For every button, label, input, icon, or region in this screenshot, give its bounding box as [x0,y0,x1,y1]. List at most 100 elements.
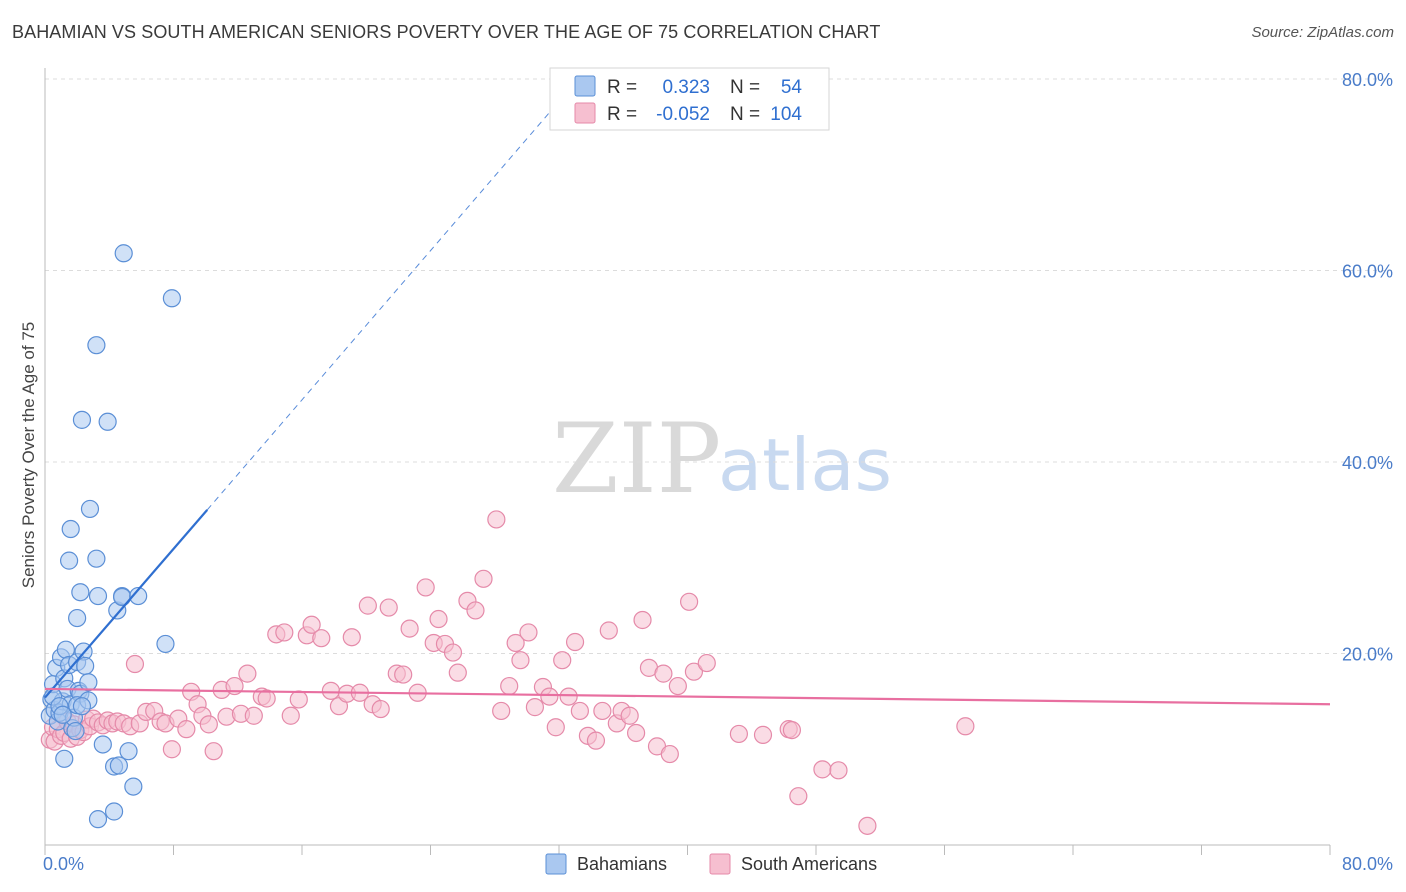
watermark-zip: ZIP [552,403,721,515]
bahamians-point [124,777,143,796]
bahamians-point [88,586,108,606]
legend-swatch-south-americans [574,102,596,124]
south-americans-point [275,623,294,642]
legend-r-label-0: R = [607,77,637,98]
south-americans-point [443,643,463,662]
gridlines [45,78,1392,654]
bahamians-point [119,742,138,761]
bottom-legend-label-south-americans: South Americans [741,854,877,874]
south-americans-point [525,698,545,717]
bottom-legend-swatch-south-americans [709,853,731,875]
south-americans-point [553,651,572,670]
x-tick-labels: 0.0% 80.0% [43,854,1393,874]
south-americans-point [379,598,398,617]
bahamians-point [72,410,92,429]
legend-r-value-0: 0.323 [662,77,710,98]
south-americans-point [125,654,145,674]
correlation-legend: R = 0.323 N = 54 R = -0.052 N = 104 [549,67,830,131]
south-americans-point [199,715,218,734]
south-americans-point [593,701,612,721]
south-americans-point [429,609,448,629]
bahamians-points [40,244,181,829]
legend-n-value-0: 54 [781,77,803,98]
south-americans-point [289,690,308,709]
south-americans-point [448,663,467,682]
y-axis-label: Seniors Poverty Over the Age of 75 [19,322,38,588]
south-americans-point [684,662,704,681]
south-americans-point [668,676,687,696]
trend-lines [44,82,1331,706]
south-americans-point [492,701,511,721]
south-americans-point [511,651,530,670]
legend-n-label-1: N = [730,104,760,125]
south-americans-point [177,720,196,739]
legend-swatch-bahamians [574,75,596,97]
south-americans-point [257,689,276,708]
bahamians-point [114,244,133,263]
bahamians-point [55,749,74,768]
south-americans-point [697,653,716,673]
south-americans-point [680,592,699,611]
south-americans-point [858,816,877,835]
south-americans-point [204,742,223,761]
south-americans-point [244,706,263,725]
bahamians-point [68,608,87,628]
south-americans-point [753,725,773,744]
south-americans-point [633,610,652,630]
south-americans-point [474,569,493,588]
south-americans-point [519,623,538,642]
south-americans-point [312,629,331,648]
south-americans-point [400,619,419,638]
bahamians-point [76,656,95,676]
legend-n-label-0: N = [730,77,760,98]
south-americans-point [956,717,975,736]
south-americans-point [782,720,802,740]
south-americans-points [40,510,975,835]
bahamians-point [129,586,148,606]
bahamians-point [162,289,181,308]
x-tick-label-0: 0.0% [43,854,84,874]
x-tick-label-80: 80.0% [1342,854,1393,874]
south-americans-point [416,578,435,597]
bahamians-point [104,802,124,821]
bahamians-point [80,499,100,519]
south-americans-point [620,706,639,725]
south-americans-point [729,724,749,744]
bahamians-point [88,810,108,829]
south-americans-point [281,706,300,725]
bahamians-point [53,705,72,724]
series-legend: Bahamians South Americans [545,853,877,875]
south-americans-point [342,628,361,647]
south-americans-point [487,510,506,529]
legend-n-value-1: 104 [770,104,802,125]
south-americans-point [559,687,578,706]
south-americans-point [371,699,390,719]
bottom-legend-label-bahamians: Bahamians [577,854,667,874]
bahamians-point [79,673,98,692]
y-tick-labels: 20.0% 40.0% 60.0% 80.0% [1342,70,1393,665]
bahamians-point [71,583,90,602]
south-americans-point [789,787,808,806]
chart-title: BAHAMIAN VS SOUTH AMERICAN SENIORS POVER… [12,22,881,42]
y-tick-label-80: 80.0% [1342,70,1393,90]
south-americans-point [540,687,559,706]
south-americans-point [626,723,646,743]
south-americans-point [660,744,679,764]
south-americans-point [302,615,321,634]
legend-r-label-1: R = [607,104,637,125]
bahamians-trend-extension [206,82,576,511]
legend-box [549,67,830,131]
south-americans-point [813,760,832,779]
bahamians-point [98,412,117,431]
south-americans-point [570,701,589,721]
south-americans-point [238,664,257,683]
south-americans-point [358,596,377,615]
south-americans-point [546,718,565,737]
south-americans-point [162,740,181,759]
south-americans-point [654,664,673,683]
south-americans-point [506,633,525,653]
bahamians-point [59,551,79,570]
bahamians-point [156,634,175,654]
bottom-legend-swatch-bahamians [545,853,567,875]
y-tick-label-60: 60.0% [1342,262,1393,282]
